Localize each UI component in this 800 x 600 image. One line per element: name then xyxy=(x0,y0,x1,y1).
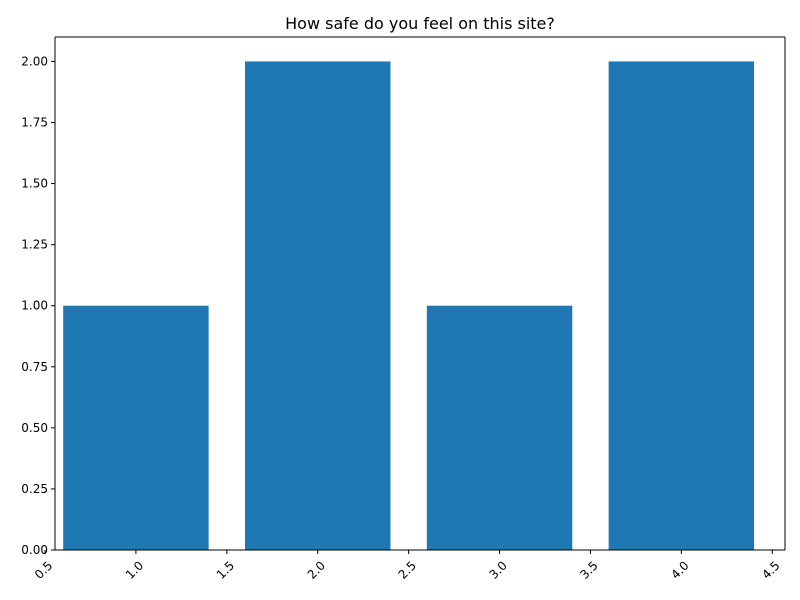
chart-title: How safe do you feel on this site? xyxy=(285,14,555,33)
x-tick-label: 1.0 xyxy=(123,558,146,581)
x-axis-ticks: 0.5 1.0 1.5 2.0 2.5 3.0 3.5 4.0 4.5 xyxy=(32,550,783,582)
x-tick-label: 2.0 xyxy=(305,558,328,581)
y-tick-label: 1.75 xyxy=(21,116,48,130)
x-tick-label: 4.5 xyxy=(759,558,782,581)
bar-4 xyxy=(608,61,755,551)
y-axis-ticks: 0.00 0.25 0.50 0.75 1.00 1.25 1.50 1.75 2.00 xyxy=(21,54,55,557)
x-tick-label: 3.5 xyxy=(577,558,600,581)
y-tick-label: 1.50 xyxy=(21,177,48,191)
x-tick-label: 3.0 xyxy=(486,558,509,581)
x-tick-label: 2.5 xyxy=(396,558,419,581)
x-tick-label: 1.5 xyxy=(214,558,237,581)
bar-2 xyxy=(245,61,391,551)
y-tick-label: 0.50 xyxy=(21,421,48,435)
y-tick-label: 0.75 xyxy=(21,360,48,374)
bar-1 xyxy=(63,305,209,550)
y-tick-label: 0.25 xyxy=(21,482,48,496)
y-tick-label: 1.25 xyxy=(21,238,48,252)
x-tick-label: 0.5 xyxy=(32,558,55,581)
y-tick-label: 0.00 xyxy=(21,543,48,557)
y-tick-label: 2.00 xyxy=(21,54,48,68)
x-tick-label: 4.0 xyxy=(668,558,691,581)
bars-group xyxy=(63,61,755,551)
bar-3 xyxy=(426,305,573,550)
y-tick-label: 1.00 xyxy=(21,299,48,313)
